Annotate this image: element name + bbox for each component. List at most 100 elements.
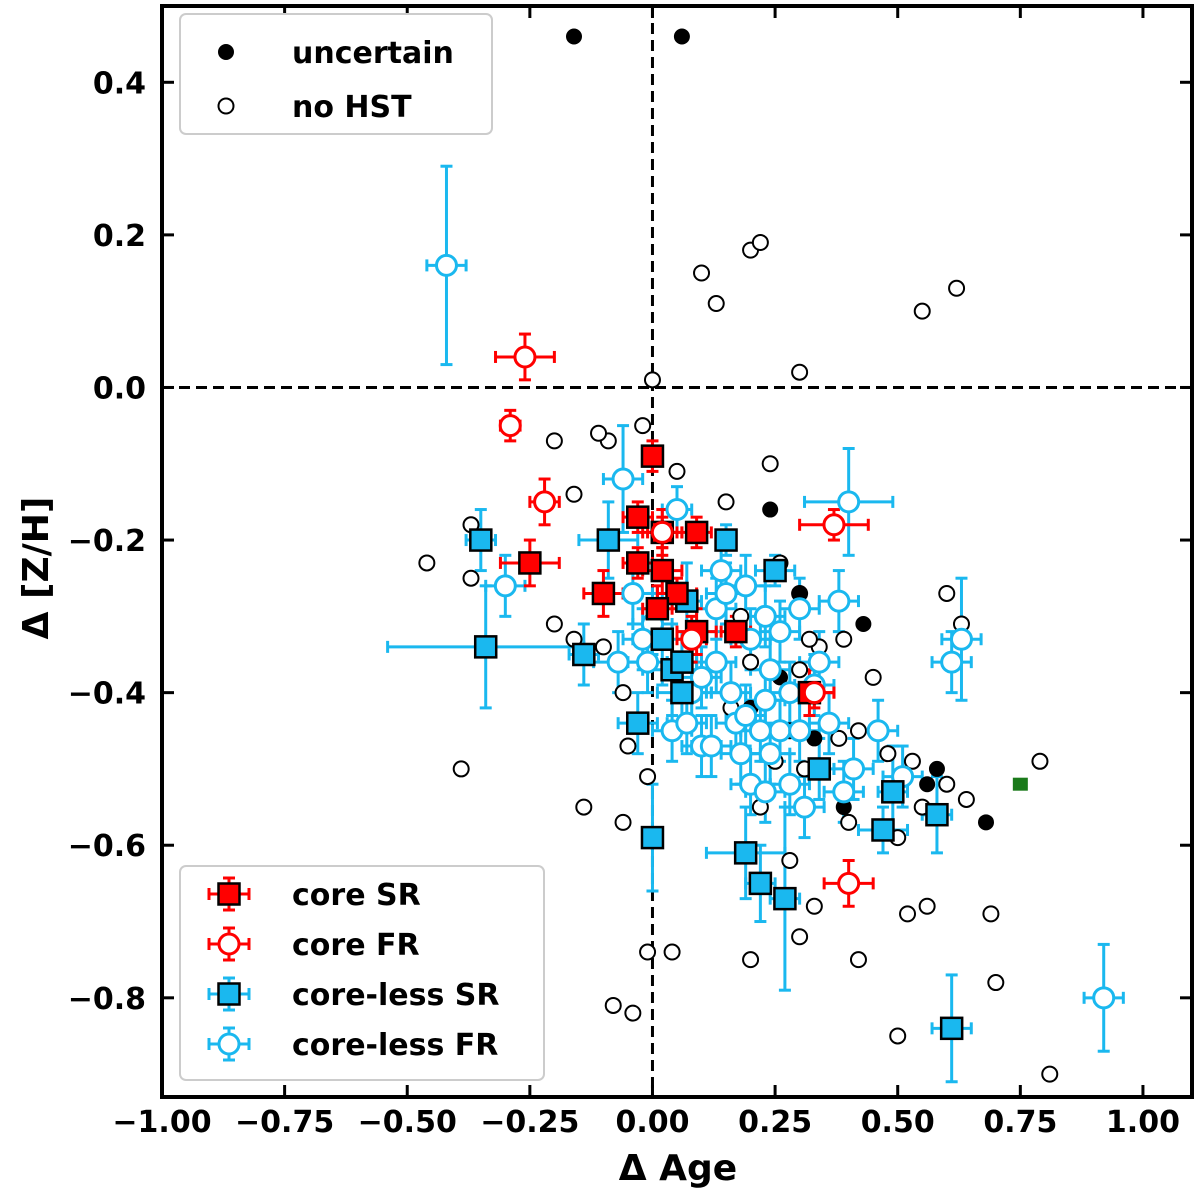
core-less-fr-point bbox=[434, 253, 458, 277]
core-fr-point bbox=[680, 627, 704, 651]
uncertain-point bbox=[928, 760, 945, 777]
core-less-sr-point bbox=[670, 680, 694, 705]
no-hst-point bbox=[982, 905, 1000, 923]
legend-circle-icon bbox=[217, 1032, 241, 1056]
core-fr-point bbox=[533, 490, 557, 514]
no-hst-point bbox=[614, 813, 632, 831]
no-hst-point bbox=[864, 668, 882, 686]
core-sr-point bbox=[640, 444, 665, 468]
no-hst-point bbox=[418, 554, 436, 572]
core-less-sr-point bbox=[763, 558, 787, 583]
core-less-sr-point bbox=[714, 528, 738, 552]
core-less-fr-point bbox=[631, 627, 655, 651]
core-less-sr-point bbox=[650, 627, 675, 651]
core-fr-point bbox=[650, 520, 674, 544]
no-hst-point bbox=[624, 1004, 642, 1022]
core-less-fr-point bbox=[788, 719, 812, 743]
core-less-fr-point bbox=[940, 650, 964, 674]
core-less-sr-point bbox=[807, 757, 831, 781]
no-hst-point bbox=[663, 943, 681, 961]
core-less-sr-point bbox=[626, 711, 650, 735]
no-hst-point bbox=[800, 630, 818, 648]
no-hst-point bbox=[462, 569, 480, 587]
no-hst-point bbox=[707, 295, 725, 313]
x-tick-label: −0.50 bbox=[358, 1105, 457, 1140]
no-hst-point bbox=[742, 951, 760, 969]
core-fr-point bbox=[513, 345, 537, 369]
no-hst-point bbox=[791, 661, 809, 679]
no-hst-point bbox=[545, 432, 563, 450]
core-less-fr-point bbox=[690, 665, 714, 689]
no-hst-point bbox=[634, 417, 652, 435]
core-less-fr-point bbox=[606, 650, 630, 674]
legend-no-hst-icon bbox=[217, 97, 235, 115]
core-sr-point bbox=[650, 558, 675, 583]
no-hst-point bbox=[791, 363, 809, 381]
legend-top: uncertain no HST bbox=[179, 13, 493, 135]
uncertain-point bbox=[978, 814, 994, 831]
no-hst-point bbox=[751, 234, 769, 252]
core-fr-point bbox=[822, 513, 846, 537]
x-tick-label: 0.00 bbox=[615, 1105, 689, 1140]
no-hst-point bbox=[938, 775, 956, 793]
x-tick-label: 0.75 bbox=[983, 1105, 1057, 1140]
no-hst-point bbox=[948, 279, 966, 297]
x-tick-label: 0.50 bbox=[861, 1105, 935, 1140]
core-less-fr-point bbox=[768, 719, 792, 743]
core-less-fr-point bbox=[493, 574, 517, 598]
core-less-fr-point bbox=[621, 581, 645, 605]
no-hst-point bbox=[918, 897, 936, 915]
no-hst-point bbox=[742, 653, 760, 671]
core-fr-point bbox=[498, 414, 522, 438]
core-less-fr-point bbox=[753, 780, 777, 804]
no-hst-point bbox=[830, 729, 848, 747]
no-hst-point bbox=[849, 951, 867, 969]
core-less-fr-point bbox=[719, 681, 743, 705]
core-less-fr-point bbox=[1092, 986, 1116, 1010]
legend-bottom-label: core-less SR bbox=[292, 978, 499, 1013]
core-less-fr-point bbox=[866, 719, 890, 743]
legend-square-icon bbox=[217, 982, 241, 1006]
core-less-sr-point bbox=[640, 825, 665, 850]
y-tick-label: 0.2 bbox=[93, 219, 146, 254]
y-tick-label: −0.4 bbox=[68, 677, 146, 712]
no-hst-point bbox=[903, 752, 921, 770]
x-tick-label: 1.00 bbox=[1106, 1105, 1180, 1140]
legend-circle-icon bbox=[217, 932, 241, 956]
legend-bottom-label: core FR bbox=[292, 928, 420, 963]
core-less-sr-point bbox=[733, 841, 758, 865]
core-less-sr-point bbox=[925, 802, 949, 827]
core-fr-point bbox=[802, 681, 826, 705]
y-tick-label: 0.0 bbox=[93, 371, 146, 406]
no-hst-point bbox=[1041, 1065, 1059, 1083]
core-sr-point bbox=[518, 551, 542, 575]
core-less-fr-point bbox=[729, 742, 753, 766]
x-tick-label: −0.75 bbox=[235, 1105, 334, 1140]
core-sr-point bbox=[684, 520, 709, 545]
core-less-sr-point bbox=[473, 635, 498, 659]
core-less-sr-point bbox=[748, 871, 773, 896]
no-hst-point bbox=[761, 455, 779, 473]
green-point bbox=[1012, 777, 1028, 791]
no-hst-point bbox=[913, 302, 931, 320]
core-less-fr-point bbox=[832, 780, 856, 804]
legend-square-icon bbox=[217, 882, 241, 906]
legend-bottom: core SR core FR core-less SR core-less FR bbox=[179, 865, 545, 1081]
y-tick-label: −0.8 bbox=[68, 982, 146, 1017]
core-less-fr-point bbox=[636, 650, 660, 674]
no-hst-point bbox=[668, 462, 686, 480]
core-less-fr-point bbox=[748, 719, 772, 743]
no-hst-point bbox=[545, 615, 563, 633]
no-hst-point bbox=[840, 813, 858, 831]
core-less-fr-point bbox=[793, 795, 817, 819]
no-hst-point bbox=[452, 760, 470, 778]
core-less-sr-point bbox=[881, 780, 905, 804]
core-less-sr-point bbox=[871, 818, 895, 842]
no-hst-point bbox=[899, 905, 917, 923]
core-less-fr-point bbox=[734, 704, 758, 728]
uncertain-point bbox=[566, 28, 582, 45]
no-hst-point bbox=[565, 485, 583, 503]
core-less-fr-point bbox=[842, 757, 866, 781]
x-tick-label: 0.25 bbox=[738, 1105, 812, 1140]
no-hst-point bbox=[619, 737, 637, 755]
